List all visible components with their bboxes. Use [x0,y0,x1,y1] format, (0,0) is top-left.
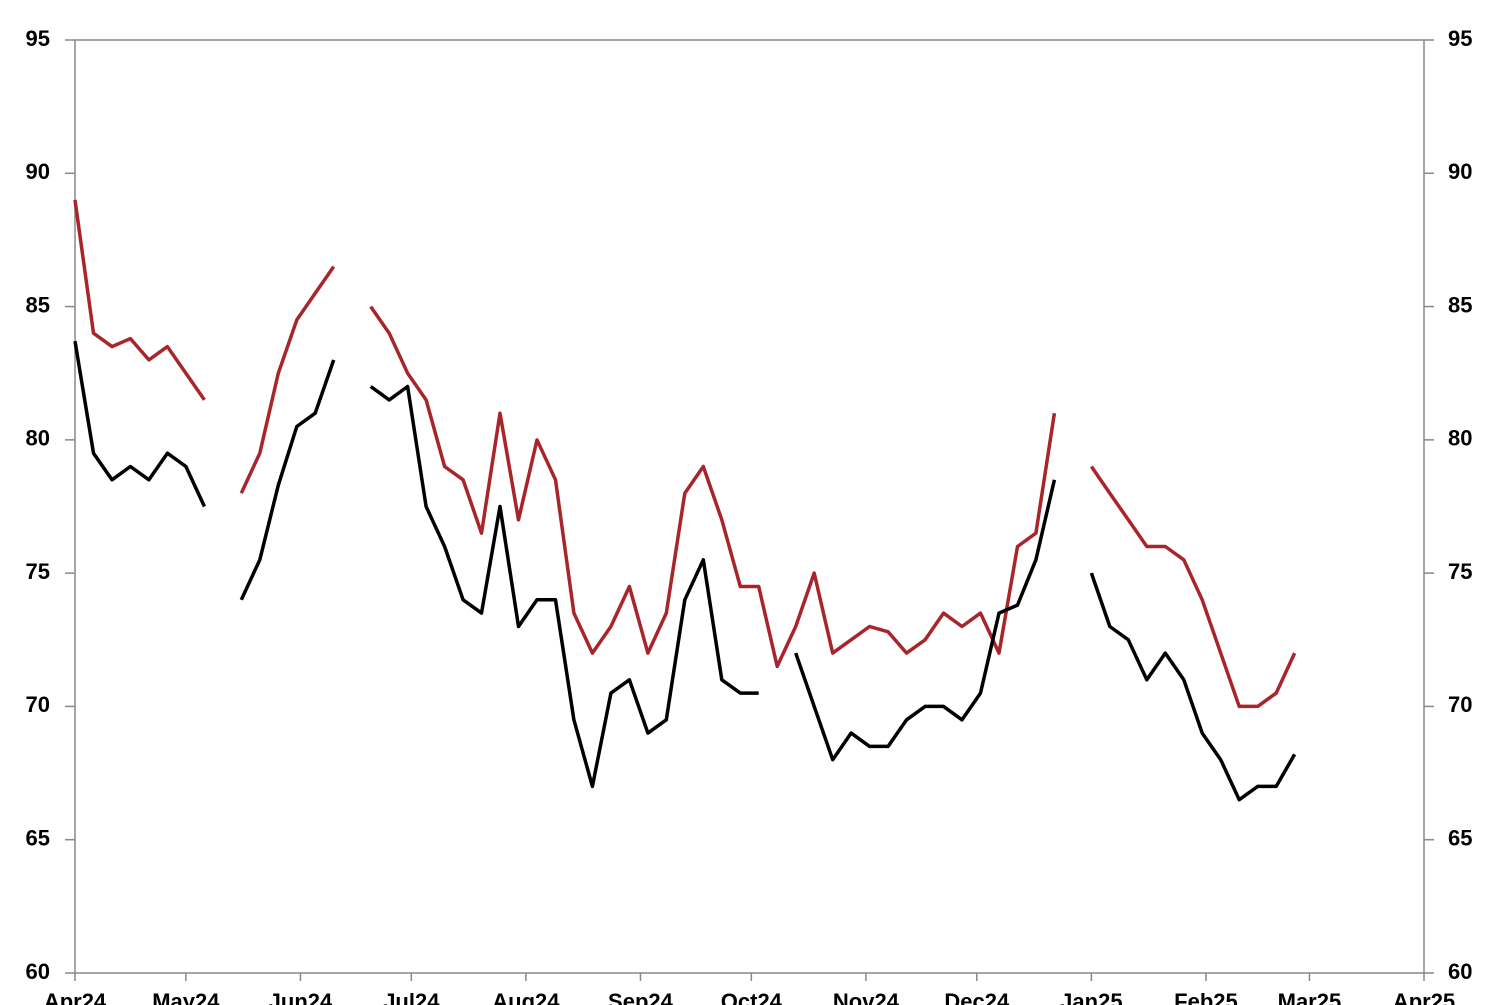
x-tick-label: Nov24 [833,989,900,1005]
x-tick-label: Apr25 [1393,989,1455,1005]
y-tick-label: 90 [26,159,50,184]
y-tick-label: 60 [26,959,50,984]
series-line [73,340,1297,802]
y2-tick-label: 65 [1448,826,1472,851]
x-tick-label: Sep24 [608,989,674,1005]
x-tick-label: Dec24 [944,989,1010,1005]
x-tick-label: Apr24 [44,989,107,1005]
x-tick-label: Jul24 [383,989,440,1005]
plot-frame [74,39,1425,974]
x-tick-label: Oct24 [721,989,783,1005]
y2-tick-label: 80 [1448,426,1472,451]
y-tick-label: 95 [26,26,50,51]
x-tick-label: May24 [152,989,220,1005]
x-tick-label: Jun24 [269,989,333,1005]
y-tick-label: 70 [26,692,50,717]
y-tick-label: 85 [26,292,50,317]
y2-tick-label: 75 [1448,559,1472,584]
y-tick-label: 80 [26,426,50,451]
y2-tick-label: 60 [1448,959,1472,984]
series-line [73,199,1297,709]
y2-tick-label: 85 [1448,292,1472,317]
x-tick-label: Feb25 [1174,989,1238,1005]
y-tick-label: 65 [26,826,50,851]
y2-tick-label: 95 [1448,26,1472,51]
x-tick-label: Aug24 [492,989,560,1005]
y2-tick-label: 90 [1448,159,1472,184]
x-tick-label: Mar25 [1278,989,1342,1005]
y2-tick-label: 70 [1448,692,1472,717]
x-tick-label: Jan25 [1060,989,1122,1005]
y-tick-label: 75 [26,559,50,584]
